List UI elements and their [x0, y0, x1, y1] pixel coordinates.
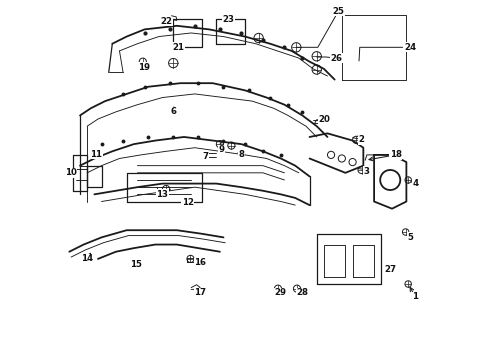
Text: 2: 2	[359, 135, 365, 144]
Text: 27: 27	[384, 265, 396, 274]
Text: 25: 25	[332, 7, 344, 16]
Text: 12: 12	[182, 198, 194, 207]
Text: 16: 16	[194, 258, 206, 267]
Text: 13: 13	[156, 190, 169, 199]
Text: 5: 5	[407, 233, 413, 242]
Text: 22: 22	[160, 17, 172, 26]
Text: 28: 28	[296, 288, 308, 297]
Text: 29: 29	[275, 288, 287, 297]
Text: 18: 18	[390, 150, 402, 159]
Text: 20: 20	[318, 115, 330, 124]
Text: 9: 9	[219, 145, 225, 154]
Text: 23: 23	[223, 15, 235, 24]
Text: 17: 17	[194, 288, 206, 297]
Text: 15: 15	[130, 260, 142, 269]
Text: 14: 14	[81, 255, 93, 264]
Text: 11: 11	[90, 150, 102, 159]
Text: 21: 21	[172, 43, 185, 52]
Text: 1: 1	[413, 292, 418, 301]
Text: 26: 26	[331, 54, 343, 63]
Text: 24: 24	[404, 43, 416, 52]
Text: 7: 7	[202, 152, 209, 161]
Text: 3: 3	[364, 167, 370, 176]
Text: 19: 19	[138, 63, 150, 72]
Text: 10: 10	[65, 168, 77, 177]
Text: 4: 4	[412, 179, 418, 188]
Text: 6: 6	[171, 107, 176, 116]
Text: 8: 8	[239, 150, 245, 159]
